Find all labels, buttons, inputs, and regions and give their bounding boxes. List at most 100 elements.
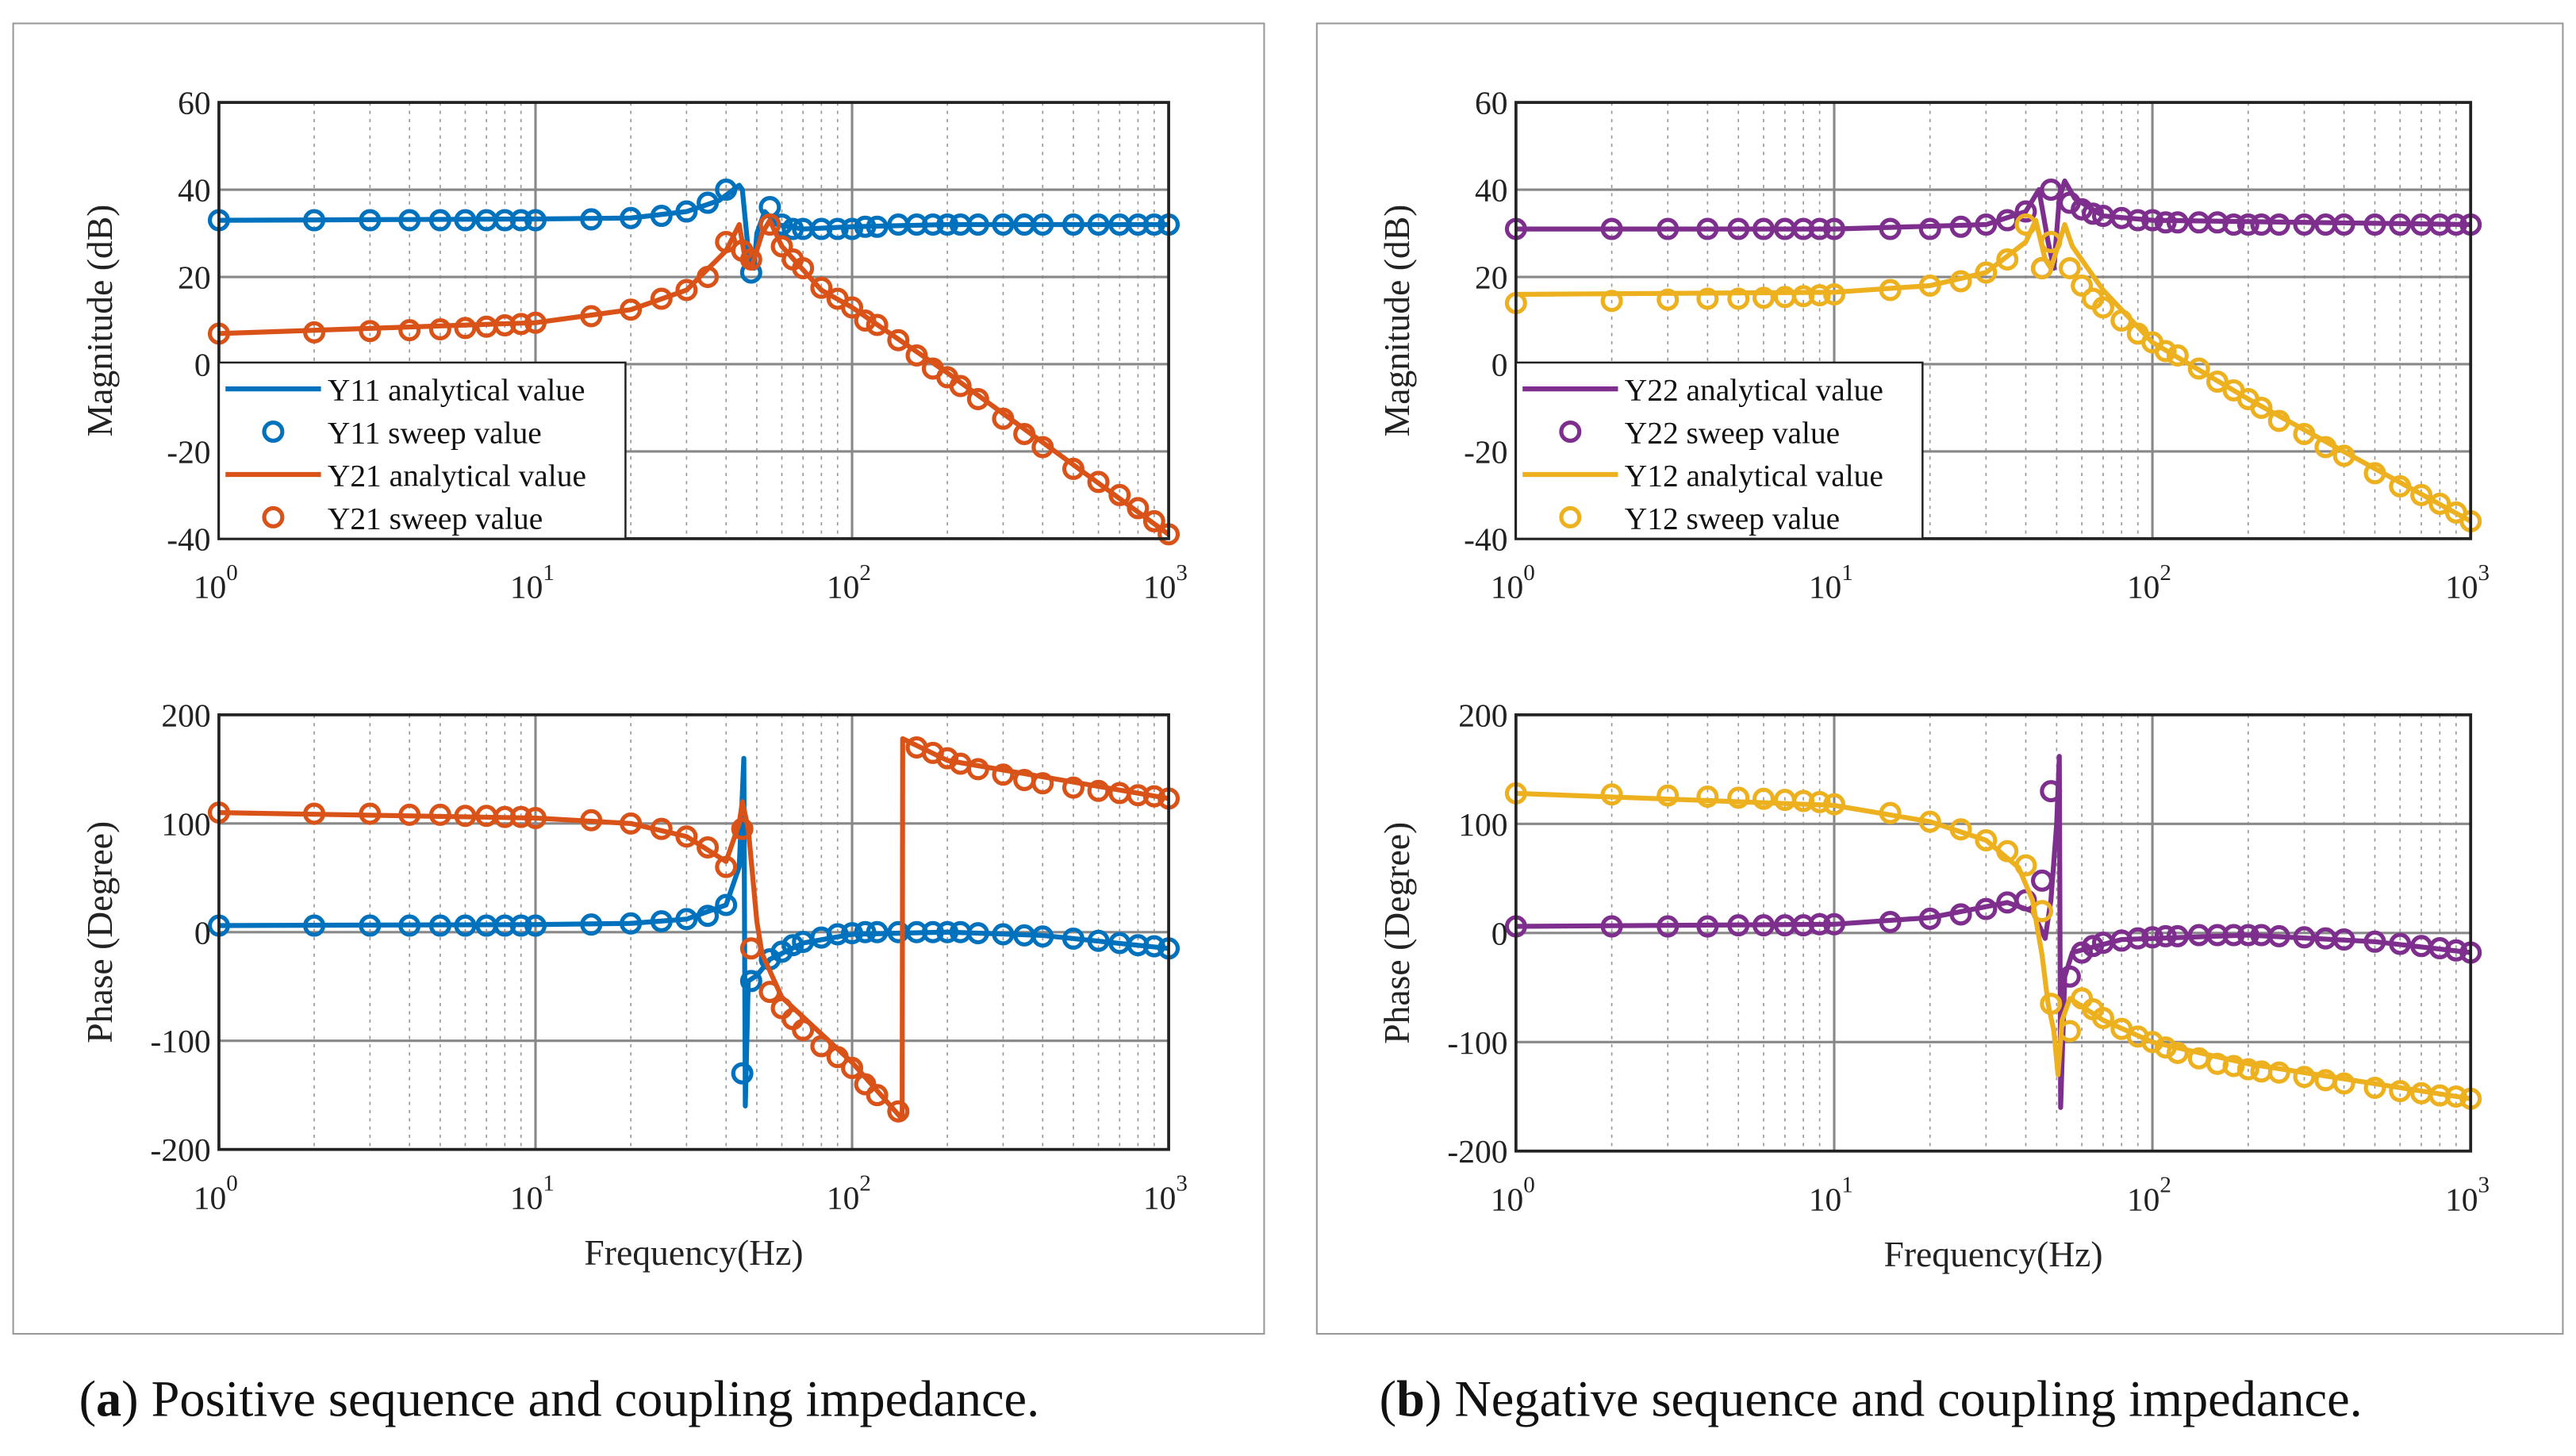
y11-sweep-point [697, 191, 720, 214]
legend-label: Y12 analytical value [1625, 459, 1883, 494]
x-tick-exponent: 3 [1176, 560, 1188, 586]
x-tick-base: 10 [194, 569, 226, 605]
y12-sweep-point [2332, 444, 2355, 467]
y11-sweep-point [1142, 213, 1165, 236]
y11-sweep-point [524, 209, 547, 232]
x-tick-label: 102 [827, 1171, 871, 1216]
y21-sweep-point [359, 802, 382, 825]
y22-sweep-point [1727, 217, 1750, 240]
y-tick-label: -40 [167, 521, 210, 557]
y22-sweep-point [2236, 924, 2259, 947]
y21-sweep-point [841, 1056, 864, 1079]
x-tick-base: 10 [510, 569, 543, 605]
y21-sweep-point [359, 320, 382, 343]
y21-sweep-point [1142, 509, 1165, 532]
y22-sweep-point [2071, 198, 2094, 221]
y12-sweep-point [2071, 275, 2094, 298]
x-tick-exponent: 3 [1176, 1171, 1188, 1197]
x-tick-label: 100 [194, 1171, 238, 1216]
x-axis-label: Frequency(Hz) [1883, 1234, 2102, 1274]
y21-sweep-point [620, 812, 643, 835]
y11-sweep-point [781, 217, 804, 240]
y22-sweep-point [1975, 213, 1998, 236]
x-tick-base: 10 [1491, 1181, 1523, 1217]
y12-sweep-point [1657, 288, 1680, 311]
y11-sweep-point [359, 914, 382, 937]
y22-sweep-point [1752, 217, 1775, 240]
y11-sweep-point [524, 914, 547, 937]
y22-sweep-point [1727, 914, 1750, 937]
y21-sweep-point [509, 805, 532, 828]
x-tick-exponent: 1 [543, 560, 555, 586]
y21-sweep-point [1108, 483, 1131, 506]
y12-sweep-point [2389, 474, 2412, 497]
y22-sweep-point [1918, 217, 1941, 240]
y21-sweep-point [887, 1100, 910, 1123]
y21-sweep-point [992, 407, 1015, 430]
y21-sweep-point [905, 344, 928, 367]
y-tick-label: -100 [151, 1023, 211, 1059]
caption-letter: a [96, 1371, 121, 1427]
y12-sweep-point [1975, 261, 1998, 284]
y21-sweep-point [715, 855, 738, 878]
y11-sweep-point [675, 908, 698, 931]
y22-sweep-point [2141, 926, 2164, 949]
y12-sweep-point [2014, 854, 2037, 877]
y22-sweep-point [2363, 213, 2386, 236]
y-tick-label: -40 [1464, 521, 1507, 557]
y21-sweep-point [650, 287, 673, 310]
y21-sweep-point [303, 802, 326, 825]
y12-sweep-point [2222, 1055, 2245, 1078]
y11-sweep-point [715, 893, 738, 916]
legend-label: Y11 sweep value [328, 416, 542, 451]
y12-sweep-point [2091, 296, 2114, 319]
y12-sweep-point [1996, 839, 2019, 862]
y11-sweep-point [580, 913, 603, 936]
y21-sweep-point [524, 806, 547, 829]
x-tick-base: 10 [510, 1179, 543, 1216]
y-tick-label: 60 [178, 85, 210, 121]
y21-sweep-point [454, 317, 477, 340]
y11-analytical-line [218, 755, 1169, 1108]
y21-sweep-point [1031, 436, 1054, 459]
x-tick-base: 10 [1809, 1181, 1841, 1217]
x-tick-label: 103 [1143, 1171, 1188, 1216]
y22-sweep-point [2126, 209, 2149, 232]
caption-text: Negative sequence and coupling impedance… [1454, 1371, 2362, 1427]
y11-sweep-point [1061, 927, 1085, 950]
y12-sweep-point [1657, 784, 1680, 807]
x-tick-label: 102 [2127, 560, 2171, 605]
y12-sweep-point [2293, 422, 2316, 445]
y22-sweep-point [2363, 930, 2386, 953]
y12-sweep-point [1879, 279, 1902, 302]
y22-sweep-point [1600, 915, 1623, 938]
y-tick-label: 0 [194, 347, 211, 383]
legend-marker-swatch [1559, 505, 1582, 528]
y12-analytical-line [1515, 790, 2471, 1101]
y-tick-label: -200 [1447, 1133, 1507, 1170]
legend-label: Y12 sweep value [1625, 501, 1840, 536]
y11-sweep-point [854, 920, 877, 943]
y22-sweep-point [2293, 926, 2316, 949]
y22-sweep-point [1752, 914, 1775, 937]
y21-sweep-point [992, 763, 1015, 786]
y-tick-label: -100 [1447, 1024, 1507, 1061]
y11-sweep-point [620, 206, 643, 229]
y22-sweep-point [2444, 213, 2467, 236]
x-tick-label: 100 [1491, 1173, 1535, 1218]
y21-sweep-point [887, 328, 910, 352]
y12-sweep-point [2187, 357, 2210, 380]
y12-sweep-point [2141, 1031, 2164, 1054]
x-tick-base: 10 [2445, 1181, 2478, 1217]
y12-sweep-point [2014, 213, 2037, 236]
y11-sweep-point [1087, 213, 1110, 236]
y22-sweep-point [2293, 213, 2316, 236]
caption-letter-paren: ) [1425, 1371, 1455, 1427]
y11-sweep-point [359, 209, 382, 232]
caption-letter-paren: ( [79, 1371, 96, 1427]
y11-sweep-point [715, 179, 738, 202]
y11-sweep-point [1031, 925, 1054, 948]
y21-sweep-point [675, 825, 698, 848]
y21-sweep-point [810, 276, 833, 299]
y21-sweep-point [303, 321, 326, 344]
